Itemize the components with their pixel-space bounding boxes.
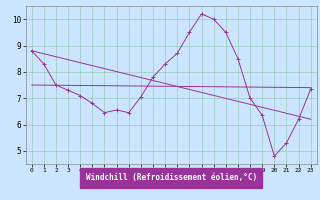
X-axis label: Windchill (Refroidissement éolien,°C): Windchill (Refroidissement éolien,°C) [86, 173, 257, 182]
